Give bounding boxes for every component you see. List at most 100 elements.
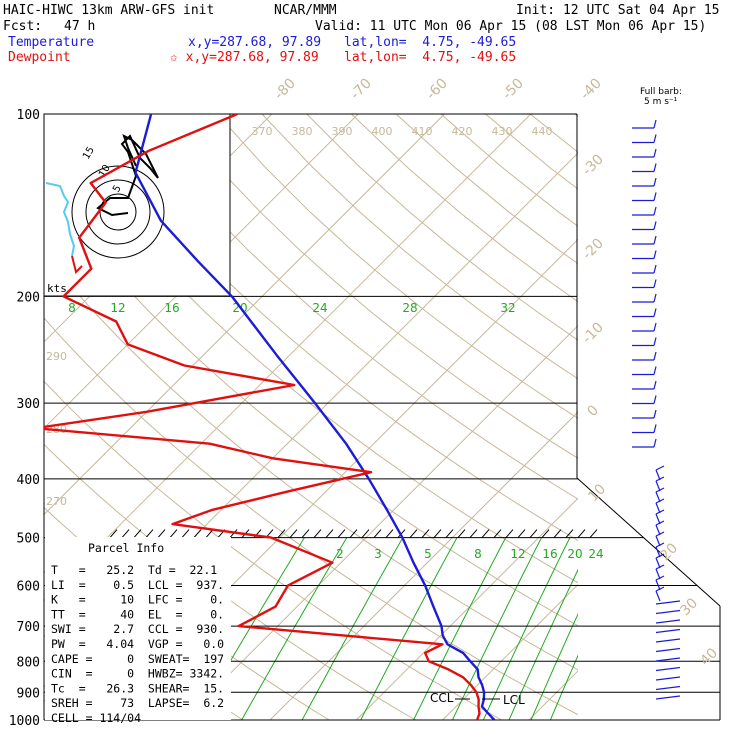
theta-label: 390: [332, 125, 353, 138]
dry-adiabat: [127, 114, 578, 500]
parcel-info-row: CIN = 0 HWBZ= 3342.: [51, 667, 224, 681]
ccl-label: CCL: [430, 691, 454, 705]
isotherm-label: -30: [579, 151, 606, 178]
isotherm-label: 0: [584, 402, 602, 420]
freezing-level-hatch: [277, 529, 286, 538]
mixing-ratio-label: 20: [567, 547, 582, 561]
freezing-level-hatch: [493, 529, 502, 538]
mixing-ratio-line: [549, 654, 578, 720]
pressure-tick-label: 800: [17, 655, 40, 670]
hodograph-trace-red: [71, 255, 83, 274]
plot-frame-diagonal: [576, 477, 721, 607]
dewpoint-latlon: lat,lon= 4.75, -49.65: [344, 50, 517, 65]
wind-barb: [632, 409, 657, 419]
mixing-ratio-line: [241, 537, 348, 720]
hodograph-units-label: kts: [47, 282, 67, 295]
pressure-tick-label: 300: [17, 397, 40, 412]
isotherm: [528, 670, 578, 720]
wind-barb: [632, 134, 657, 144]
dry-adiabat: [351, 114, 578, 303]
wind-barb: [655, 476, 665, 492]
freezing-level-hatch: [121, 529, 130, 538]
freezing-level-hatch: [337, 529, 346, 538]
wind-barb: [655, 695, 681, 700]
header-fcst-value: 47 h: [64, 19, 96, 34]
isotherm-label: 20: [657, 540, 681, 564]
barb-key-line1: Full barb:: [640, 87, 682, 97]
wind-barb: [655, 586, 665, 602]
theta-label: 270: [46, 495, 67, 508]
wind-barb: [655, 628, 681, 634]
wind-barb: [655, 676, 681, 681]
wind-barb: [632, 250, 657, 260]
mixing-ratio-line: [508, 568, 578, 720]
mixing-ratio-label: 5: [424, 547, 432, 561]
parcel-info-row: LI = 0.5 LCL = 937.: [51, 578, 224, 592]
wind-barb: [632, 351, 657, 361]
temperature-latlon: lat,lon= 4.75, -49.65: [344, 35, 517, 50]
pressure-tick-label: 600: [17, 580, 40, 595]
theta-label: 430: [492, 125, 513, 138]
mixing-ratio-line: [360, 537, 458, 720]
isotherm: [615, 114, 740, 720]
parcel-info-row: TT = 40 EL = 0.: [51, 607, 224, 621]
mixing-ratio-line: [452, 537, 542, 720]
lcl-label: LCL: [503, 693, 525, 707]
freezing-level-hatch: [313, 529, 322, 538]
wind-barb: [655, 564, 665, 580]
wind-barb: [632, 395, 657, 405]
wind-barb: [632, 308, 657, 318]
mixing-ratio-label: 12: [510, 547, 525, 561]
parcel-info-row: Tc = 26.3 SHEAR= 15.: [51, 681, 224, 695]
wind-barb: [655, 498, 665, 514]
parcel-info-row: T = 25.2 Td = 22.1: [51, 563, 217, 577]
wind-barb: [632, 438, 657, 448]
isotherm-label: -60: [423, 75, 450, 102]
header-valid: Valid: 11 UTC Mon 06 Apr 15 (08 LST Mon …: [315, 19, 707, 34]
header-fcst-label: Fcst:: [3, 19, 43, 34]
isotherm: [44, 114, 359, 429]
parcel-info-row: SREH = 73 LAPSE= 6.2: [51, 696, 224, 710]
isotherm-label: -20: [579, 235, 606, 262]
wind-barb: [655, 609, 681, 615]
dry-adiabat: [44, 380, 502, 720]
temperature-label: Temperature: [8, 35, 95, 50]
freezing-level-hatch: [541, 529, 550, 538]
isotherm-label: -80: [271, 75, 298, 102]
isotherm-label: -70: [347, 75, 374, 102]
wind-barb: [655, 619, 681, 624]
freezing-level-hatch: [181, 529, 190, 538]
wind-barb: [632, 264, 657, 274]
parcel-info-row: CAPE = 0 SWEAT= 197: [51, 652, 224, 666]
freezing-level-hatch: [193, 529, 202, 538]
dry-adiabat: [82, 114, 578, 542]
isotherm: [183, 324, 578, 720]
pressure-tick-label: 200: [17, 290, 40, 305]
wind-barb: [655, 465, 665, 481]
wind-barb: [632, 322, 657, 332]
wind-barb: [655, 638, 681, 643]
freezing-level-hatch: [157, 529, 166, 538]
mixing-ratio-label: 2: [336, 547, 344, 561]
wind-barb: [655, 657, 681, 662]
isotherm: [0, 114, 13, 720]
freezing-level-hatch: [565, 529, 574, 538]
mixing-ratio-label: 32: [500, 301, 515, 315]
freezing-level-hatch: [145, 529, 154, 538]
freezing-level-hatch: [169, 529, 178, 538]
wind-barb: [655, 647, 681, 653]
barb-key-line2: 5 m s⁻¹: [644, 97, 678, 107]
theta-label: 400: [372, 125, 393, 138]
mixing-ratio-label: 24: [588, 547, 603, 561]
freezing-level-hatch: [433, 529, 442, 538]
wind-barb: [655, 542, 665, 558]
pressure-tick-label: 700: [17, 620, 40, 635]
wind-barb: [632, 424, 657, 434]
freezing-level-hatch: [205, 529, 214, 538]
dry-adiabat: [574, 114, 578, 118]
hodograph-ring: [85, 179, 151, 245]
pressure-tick-label: 400: [17, 473, 40, 488]
header-init: Init: 12 UTC Sat 04 Apr 15: [516, 3, 720, 18]
